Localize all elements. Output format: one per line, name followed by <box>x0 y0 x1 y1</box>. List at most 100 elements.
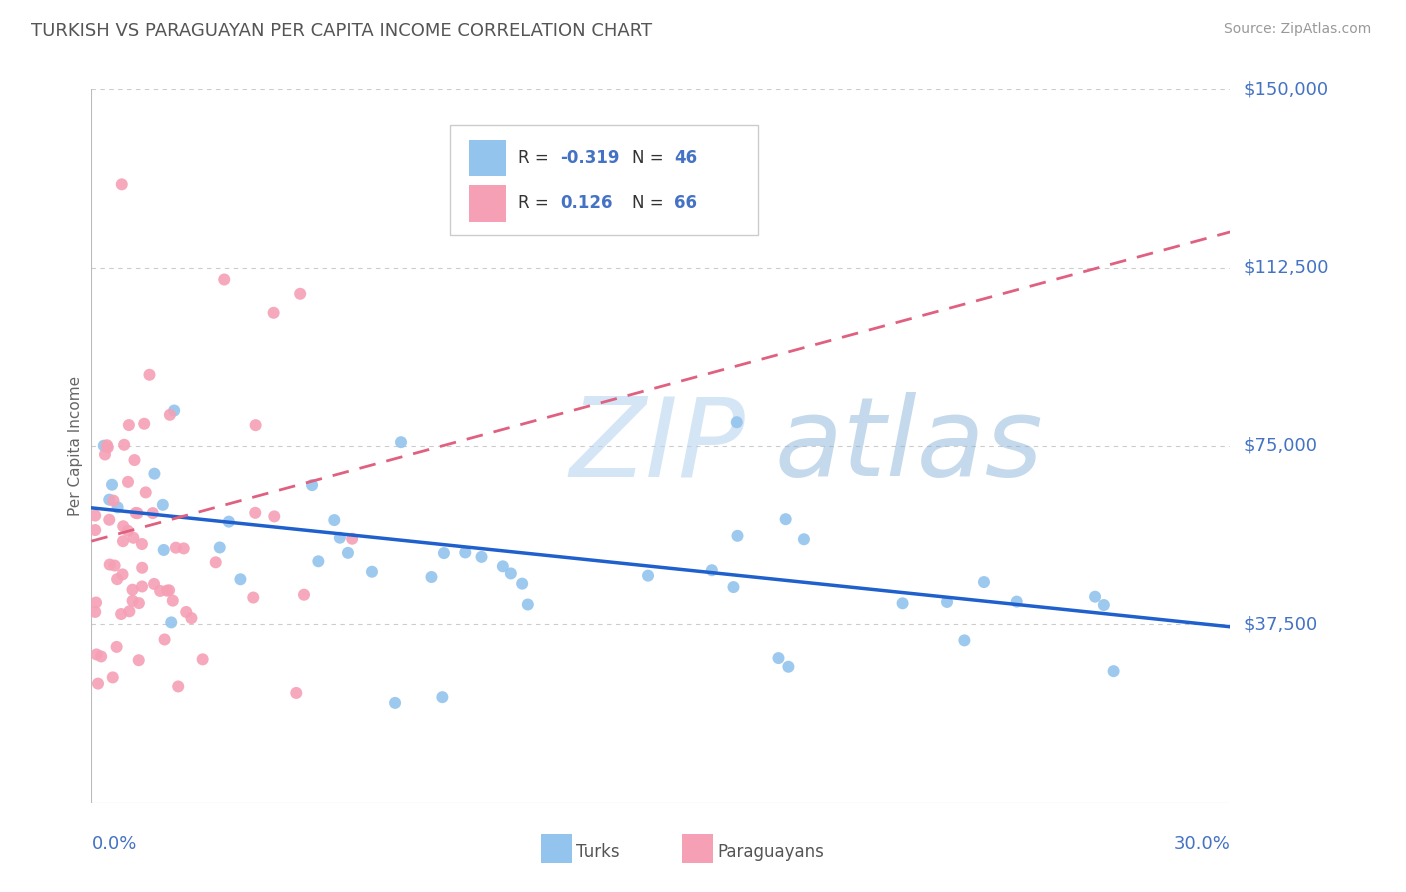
Text: Source: ZipAtlas.com: Source: ZipAtlas.com <box>1223 22 1371 37</box>
Point <box>118 418 141 433</box>
Point <box>111 567 134 582</box>
Point <box>84 508 107 523</box>
Point <box>768 651 790 665</box>
Point <box>160 615 183 630</box>
Point <box>112 438 135 452</box>
Point <box>336 546 359 560</box>
Point <box>245 506 267 520</box>
Text: R =: R = <box>519 194 554 212</box>
Point <box>361 565 384 579</box>
Point <box>285 686 308 700</box>
Point <box>775 512 797 526</box>
Point <box>433 546 456 560</box>
Point <box>101 670 124 684</box>
Point <box>290 286 312 301</box>
Point <box>725 415 748 429</box>
Text: R =: R = <box>519 150 554 168</box>
Text: 0.0%: 0.0% <box>91 835 136 853</box>
Point <box>162 593 184 607</box>
Point <box>98 492 121 507</box>
Point <box>516 598 538 612</box>
Point <box>110 607 132 621</box>
FancyBboxPatch shape <box>450 125 758 235</box>
Point <box>432 690 454 705</box>
Point <box>117 475 139 489</box>
Point <box>700 563 723 577</box>
Point <box>329 531 352 545</box>
Point <box>384 696 406 710</box>
Point <box>118 604 141 618</box>
Point <box>98 558 121 572</box>
Point <box>389 435 412 450</box>
Point <box>149 583 172 598</box>
Point <box>134 417 156 431</box>
Point <box>340 532 363 546</box>
Point <box>128 596 150 610</box>
Point <box>229 572 252 586</box>
Point <box>204 555 226 569</box>
Point <box>454 545 477 559</box>
Point <box>104 558 127 573</box>
Point <box>301 478 323 492</box>
Point <box>117 524 139 538</box>
Point <box>499 566 522 581</box>
Point <box>93 439 115 453</box>
Point <box>263 509 285 524</box>
Text: N =: N = <box>633 194 669 212</box>
Text: $150,000: $150,000 <box>1244 80 1329 98</box>
Point <box>128 653 150 667</box>
Point <box>1005 594 1028 608</box>
Point <box>142 506 165 520</box>
Point <box>127 506 149 520</box>
Point <box>125 506 148 520</box>
Y-axis label: Per Capita Income: Per Capita Income <box>67 376 83 516</box>
Point <box>323 513 346 527</box>
Point <box>778 659 800 673</box>
Point <box>152 498 174 512</box>
Point <box>131 560 153 574</box>
Point <box>510 576 533 591</box>
Text: 46: 46 <box>675 150 697 168</box>
Point <box>97 441 120 455</box>
Text: ZIP: ZIP <box>569 392 745 500</box>
Point <box>953 633 976 648</box>
Text: TURKISH VS PARAGUAYAN PER CAPITA INCOME CORRELATION CHART: TURKISH VS PARAGUAYAN PER CAPITA INCOME … <box>31 22 652 40</box>
Text: -0.319: -0.319 <box>561 150 620 168</box>
Point <box>891 596 914 610</box>
Point <box>121 593 143 607</box>
Point <box>84 595 107 609</box>
Text: $37,500: $37,500 <box>1244 615 1319 633</box>
Point <box>723 580 745 594</box>
Point <box>112 519 135 533</box>
Point <box>292 588 315 602</box>
Point <box>242 591 264 605</box>
Point <box>307 554 329 568</box>
Point <box>191 652 214 666</box>
Point <box>87 676 110 690</box>
Point <box>124 453 146 467</box>
Point <box>135 485 157 500</box>
Point <box>1092 598 1115 612</box>
Point <box>111 178 134 192</box>
Point <box>105 572 128 586</box>
Point <box>84 523 107 537</box>
Point <box>90 649 112 664</box>
Point <box>143 467 166 481</box>
Point <box>174 605 197 619</box>
Point <box>111 534 134 549</box>
Point <box>173 541 195 556</box>
Point <box>167 680 190 694</box>
Text: atlas: atlas <box>775 392 1043 500</box>
Point <box>180 611 202 625</box>
Point <box>165 541 187 555</box>
Point <box>727 529 749 543</box>
Point <box>936 595 959 609</box>
Point <box>138 368 160 382</box>
Point <box>973 575 995 590</box>
Text: N =: N = <box>633 150 669 168</box>
Point <box>157 583 180 598</box>
Point <box>263 306 285 320</box>
Point <box>107 500 129 515</box>
Point <box>245 418 267 433</box>
Point <box>103 493 125 508</box>
